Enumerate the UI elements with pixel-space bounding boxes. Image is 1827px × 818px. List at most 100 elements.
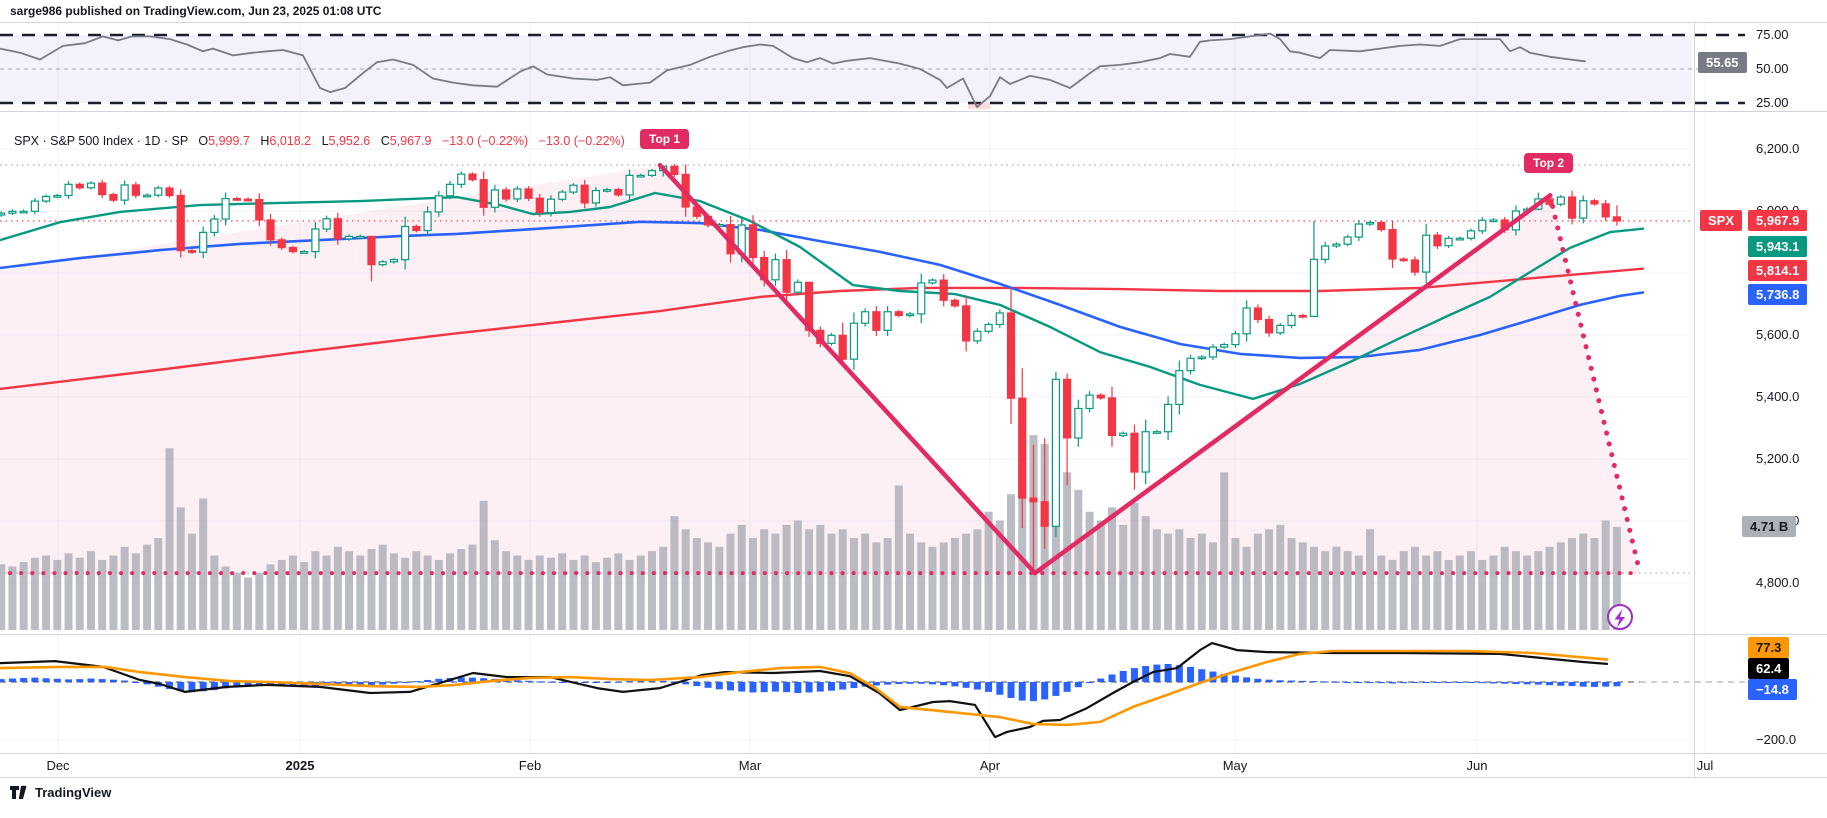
volume-bar — [939, 542, 948, 630]
macd-histogram-bar — [345, 682, 353, 686]
macd-histogram-bar — [536, 681, 544, 683]
volume-bar — [86, 551, 95, 630]
candle-body — [378, 261, 387, 266]
candle-body — [502, 189, 511, 200]
candle-body — [445, 183, 455, 197]
legend-close-value: 5,967.9 — [389, 134, 432, 148]
macd-histogram-bar — [839, 682, 847, 690]
volume-bar — [19, 562, 28, 630]
candle-body — [1119, 432, 1128, 437]
volume-bar — [457, 548, 466, 630]
macd-histogram-bar — [210, 682, 218, 691]
macd-histogram-bar — [1130, 668, 1138, 682]
panel-separator-main-macd[interactable] — [0, 634, 1827, 635]
macd-histogram-bar — [581, 682, 589, 683]
candle-body — [468, 173, 477, 181]
volume-bar — [311, 551, 320, 630]
pattern-label-top1[interactable]: Top 1 — [640, 129, 690, 149]
macd-histogram-bar — [693, 682, 701, 687]
macd-histogram-bar — [1456, 682, 1464, 683]
candle-body — [389, 259, 399, 263]
candle-body — [75, 183, 84, 189]
macd-histogram-bar — [1400, 682, 1408, 684]
rsi-axis-label: 25.00 — [1756, 95, 1789, 110]
macd-histogram-bar — [76, 679, 84, 682]
volume-bar — [1388, 559, 1397, 630]
volume-bar — [513, 555, 522, 630]
symbol-legend[interactable]: SPX · S&P 500 Index · 1D · SP O5,999.7 H… — [14, 134, 625, 148]
ma-slow-badge: 5,736.8 — [1748, 284, 1808, 305]
macd-line — [0, 641, 1609, 739]
macd-histogram-bar — [53, 678, 61, 682]
candle-body — [647, 170, 657, 176]
candle-body — [1466, 230, 1476, 239]
macd-histogram-bar — [1187, 666, 1195, 682]
volume-bar — [154, 538, 163, 630]
candle-body — [1152, 431, 1161, 434]
candle-body — [513, 188, 522, 200]
volume-bar — [300, 562, 309, 630]
candle-body — [827, 334, 836, 344]
macd-histogram-bar — [917, 682, 925, 684]
volume-bar — [591, 562, 600, 630]
volume-bar — [1220, 472, 1229, 630]
candle-body — [793, 281, 802, 293]
candle-body — [423, 211, 432, 232]
panel-separator-rsi-main[interactable] — [0, 111, 1827, 112]
macd-histogram-bar — [1557, 682, 1565, 686]
volume-bar — [1377, 555, 1386, 630]
volume-bar — [1478, 559, 1487, 630]
candle-body — [210, 218, 219, 233]
macd-histogram-bar — [1613, 682, 1621, 687]
volume-bar — [827, 533, 836, 630]
macd-histogram-bar — [1366, 682, 1374, 683]
macd-histogram-bar — [255, 682, 263, 685]
volume-bar — [1298, 542, 1307, 630]
macd-histogram-bar — [704, 682, 712, 688]
volume-bar — [704, 542, 713, 630]
candle-body — [1231, 333, 1240, 346]
volume-bar — [490, 540, 499, 630]
candle-body — [883, 311, 892, 331]
macd-histogram-bar — [715, 682, 723, 690]
candle-body — [142, 194, 152, 198]
volume-bar — [984, 511, 993, 630]
candle-body — [98, 182, 107, 196]
volume-bar — [1253, 533, 1262, 630]
candle-body — [748, 224, 758, 259]
volume-bar — [0, 564, 6, 630]
candle-body — [872, 311, 881, 331]
candle-body — [199, 231, 208, 253]
candle-body — [569, 184, 578, 193]
candle-body — [322, 218, 331, 230]
macd-histogram-bar — [1489, 682, 1497, 684]
candle-body — [1208, 346, 1218, 358]
candle-body — [1163, 403, 1173, 433]
volume-bar — [1175, 529, 1184, 630]
volume-bar — [636, 555, 645, 630]
candle-body — [53, 194, 62, 198]
volume-bar — [210, 555, 219, 630]
candle-body — [995, 312, 1004, 326]
volume-bar — [962, 533, 971, 630]
volume-bar — [322, 555, 331, 630]
volume-bar — [793, 520, 802, 630]
candle-body — [8, 210, 17, 214]
macd-histogram-bar — [379, 682, 387, 685]
pattern-label-top2[interactable]: Top 2 — [1524, 153, 1574, 173]
macd-histogram-bar — [1119, 670, 1127, 682]
volume-bar — [1590, 538, 1599, 630]
macd-histogram-bar — [525, 680, 533, 682]
candle-body — [1242, 307, 1251, 335]
panel-separator-axis — [0, 753, 1827, 754]
tradingview-brand[interactable]: TradingView — [10, 785, 111, 800]
macd-histogram-bar — [199, 682, 207, 692]
macd-histogram-bar — [547, 681, 555, 683]
macd-histogram-bar — [614, 681, 622, 683]
candle-body — [782, 259, 791, 293]
candle-body — [30, 200, 39, 212]
candle-body — [401, 225, 410, 261]
candle-body — [1422, 234, 1431, 273]
volume-bar — [1309, 546, 1318, 630]
